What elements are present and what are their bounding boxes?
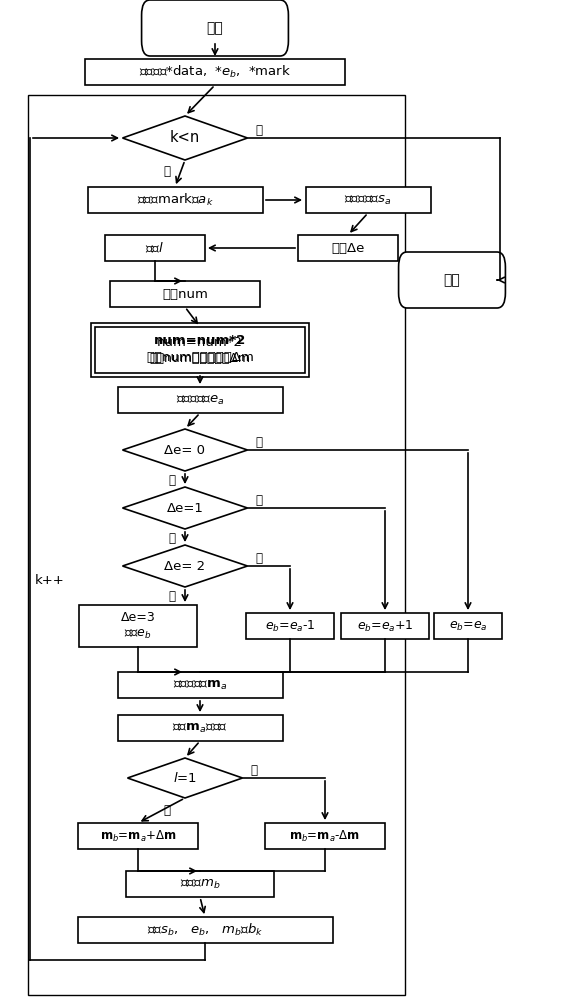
Text: 结束: 结束 (444, 273, 461, 287)
Text: 获取数mark，$a_k$: 获取数mark，$a_k$ (137, 192, 213, 208)
FancyBboxPatch shape (398, 252, 505, 308)
Text: 提取$l$: 提取$l$ (145, 241, 164, 255)
FancyBboxPatch shape (85, 59, 345, 85)
Text: 提取指数域$e_a$: 提取指数域$e_a$ (176, 393, 224, 407)
Text: 否: 否 (168, 474, 175, 487)
Text: $\mathbf{m}_b$=$\mathbf{m}_a$+Δ$\mathbf{m}$: $\mathbf{m}_b$=$\mathbf{m}_a$+Δ$\mathbf{… (100, 828, 176, 844)
FancyBboxPatch shape (298, 235, 398, 261)
FancyBboxPatch shape (78, 823, 198, 849)
Text: 获取数据*data,  *$e_b$,  *mark: 获取数据*data, *$e_b$, *mark (139, 64, 291, 80)
FancyBboxPatch shape (105, 235, 205, 261)
Text: 否: 否 (250, 764, 257, 776)
Text: 提取符号域$s_a$: 提取符号域$s_a$ (344, 193, 392, 207)
Text: num=num*2: num=num*2 (154, 334, 246, 347)
FancyBboxPatch shape (265, 823, 385, 849)
FancyBboxPatch shape (246, 613, 334, 639)
Text: 封装$s_b$,   $e_b$,   $m_b$成$b_k$: 封装$s_b$, $e_b$, $m_b$成$b_k$ (147, 922, 263, 938)
Text: $e_b$=$e_a$+1: $e_b$=$e_a$+1 (357, 618, 413, 634)
FancyBboxPatch shape (95, 327, 305, 373)
Text: $l$=1: $l$=1 (173, 771, 197, 785)
Text: Δe= 2: Δe= 2 (164, 559, 205, 572)
Text: k++: k++ (35, 573, 65, 586)
FancyBboxPatch shape (79, 605, 197, 647)
Text: $e_b$=$e_a$-1: $e_b$=$e_a$-1 (265, 618, 315, 634)
Text: 提取num位有效数据Δm: 提取num位有效数据Δm (149, 352, 251, 364)
Text: k<n: k<n (170, 130, 200, 145)
Text: 否: 否 (168, 589, 175, 602)
Polygon shape (122, 429, 247, 471)
Text: 是: 是 (255, 552, 262, 564)
FancyBboxPatch shape (141, 0, 288, 56)
FancyBboxPatch shape (117, 672, 283, 698)
Text: 提取num: 提取num (162, 288, 208, 300)
Polygon shape (122, 487, 247, 529)
FancyBboxPatch shape (77, 917, 333, 943)
FancyBboxPatch shape (341, 613, 429, 639)
Text: $\mathbf{m}_b$=$\mathbf{m}_a$-Δ$\mathbf{m}$: $\mathbf{m}_b$=$\mathbf{m}_a$-Δ$\mathbf{… (289, 828, 361, 844)
Text: $e_b$=$e_a$: $e_b$=$e_a$ (449, 619, 488, 633)
FancyBboxPatch shape (434, 613, 502, 639)
Text: 开始: 开始 (206, 21, 223, 35)
Text: 是: 是 (163, 804, 170, 816)
FancyBboxPatch shape (126, 871, 274, 897)
Text: Δe= 0: Δe= 0 (164, 444, 205, 456)
FancyBboxPatch shape (306, 187, 430, 213)
FancyBboxPatch shape (91, 323, 309, 377)
FancyBboxPatch shape (117, 387, 283, 413)
Text: 映射$\mathbf{m}_a$成整数: 映射$\mathbf{m}_a$成整数 (172, 721, 228, 735)
Text: Δe=1: Δe=1 (167, 502, 204, 514)
Text: 提取Δe: 提取Δe (332, 241, 365, 254)
FancyBboxPatch shape (110, 281, 260, 307)
Text: Δe=3
提取$e_b$: Δe=3 提取$e_b$ (121, 611, 155, 641)
FancyBboxPatch shape (88, 187, 263, 213)
Text: 是: 是 (255, 493, 262, 506)
Text: 提取尾数域$\mathbf{m}_a$: 提取尾数域$\mathbf{m}_a$ (173, 678, 227, 692)
Text: num=num*2
提取num位有效数据Δm: num=num*2 提取num位有效数据Δm (146, 336, 254, 364)
Text: 否: 否 (255, 123, 262, 136)
Text: 反映射$m_b$: 反映射$m_b$ (180, 877, 220, 891)
Text: 否: 否 (168, 532, 175, 544)
Polygon shape (127, 758, 242, 798)
FancyBboxPatch shape (117, 715, 283, 741)
Polygon shape (122, 116, 247, 160)
Text: 是: 是 (163, 165, 170, 178)
Polygon shape (122, 545, 247, 587)
Text: 是: 是 (255, 436, 262, 448)
